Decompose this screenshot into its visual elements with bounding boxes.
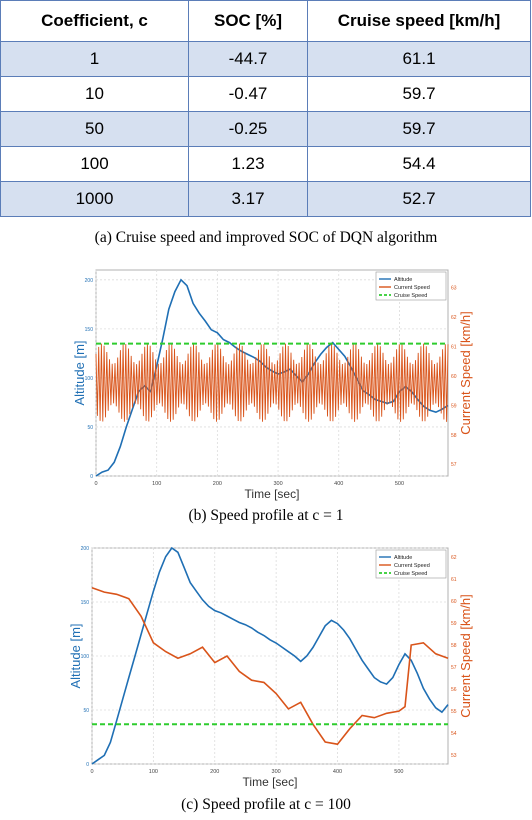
x-tick-label: 300 — [272, 769, 281, 775]
y-right-tick-label: 56 — [451, 687, 457, 693]
table-row: 10 -0.47 59.7 — [0, 76, 531, 112]
x-tick-label: 400 — [333, 769, 342, 775]
y-left-axis-label: Altitude [m] — [72, 340, 87, 405]
table-row: 1 -44.7 61.1 — [0, 41, 531, 77]
table-cell: 59.7 — [307, 111, 531, 147]
table-cell: 59.7 — [307, 76, 531, 112]
x-tick-label: 100 — [152, 481, 161, 487]
y-left-tick-label: 200 — [85, 278, 94, 284]
y-right-tick-label: 61 — [451, 577, 457, 583]
table-cell: 100 — [0, 146, 189, 182]
legend-box — [375, 271, 447, 301]
y-left-tick-label: 50 — [87, 425, 93, 431]
table-cell: 61.1 — [307, 41, 531, 77]
series-current-speed — [91, 586, 449, 746]
x-tick-label: 500 — [394, 769, 403, 775]
y-right-tick-label: 55 — [451, 709, 457, 715]
y-left-tick-label: 150 — [81, 600, 90, 606]
table-cell: 10 — [0, 76, 189, 112]
header-cruise-speed: Cruise speed [km/h] — [307, 0, 531, 42]
speed-profile-chart-c100: 0 100 200 300 400 500 0 50 100 150 200 53 54 55 56 57 58… — [68, 546, 473, 789]
y-left-axis-label: Altitude [m] — [68, 623, 83, 688]
caption-c: (c) Speed profile at c = 100 — [181, 796, 351, 813]
series-altitude — [91, 546, 449, 765]
y-right-tick-label: 59 — [451, 621, 457, 627]
y-right-tick-label: 60 — [451, 599, 457, 605]
table-row: 100 1.23 54.4 — [0, 146, 531, 182]
table-cell: -0.25 — [188, 111, 308, 147]
y-right-tick-label: 62 — [451, 555, 457, 561]
y-left-tick-label: 0 — [86, 762, 89, 768]
header-coefficient: Coefficient, c — [0, 0, 189, 42]
y-right-axis-label: Current Speed [km/h] — [458, 311, 473, 435]
x-axis-label: Time [sec] — [245, 487, 300, 501]
y-right-tick-label: 63 — [451, 286, 457, 292]
caption-a: (a) Cruise speed and improved SOC of DQN… — [94, 229, 438, 246]
legend-entry: Altitude — [394, 555, 412, 561]
table-cell: 50 — [0, 111, 189, 147]
chart-legend: Altitude Current Speed Cruise Speed — [375, 549, 447, 579]
x-tick-label: 100 — [149, 769, 158, 775]
x-tick-label: 500 — [395, 481, 404, 487]
y-left-tick-label: 100 — [85, 376, 94, 382]
y-right-tick-label: 57 — [451, 665, 457, 671]
results-table: Coefficient, c SOC [%] Cruise speed [km/… — [0, 0, 531, 217]
y-right-tick-label: 57 — [451, 462, 457, 468]
table-row: 50 -0.25 59.7 — [0, 111, 531, 147]
table-cell: 1.23 — [188, 146, 308, 182]
table-cell: 1000 — [0, 181, 189, 217]
legend-entry: Cruise Speed — [394, 571, 427, 577]
table-cell: 52.7 — [307, 181, 531, 217]
x-tick-label: 0 — [90, 769, 93, 775]
x-tick-label: 300 — [273, 481, 282, 487]
table-header-row: Coefficient, c SOC [%] Cruise speed [km/… — [0, 0, 531, 42]
y-left-tick-label: 0 — [90, 474, 93, 480]
x-tick-label: 400 — [334, 481, 343, 487]
x-tick-label: 0 — [94, 481, 97, 487]
series-current-speed — [95, 343, 449, 422]
x-axis-label: Time [sec] — [243, 775, 298, 789]
y-right-tick-label: 62 — [451, 315, 457, 321]
legend-box — [375, 549, 447, 579]
table-cell: 54.4 — [307, 146, 531, 182]
chart-legend: Altitude Current Speed Cruise Speed — [375, 271, 447, 301]
table-cell: 3.17 — [188, 181, 308, 217]
legend-entry: Cruise Speed — [394, 293, 427, 299]
y-right-tick-label: 60 — [451, 374, 457, 380]
x-tick-label: 200 — [210, 769, 219, 775]
caption-b: (b) Speed profile at c = 1 — [188, 507, 344, 524]
y-right-tick-label: 54 — [451, 731, 457, 737]
y-right-tick-label: 59 — [451, 403, 457, 409]
legend-entry: Current Speed — [394, 285, 430, 291]
y-right-tick-label: 61 — [451, 345, 457, 351]
speed-profile-chart-c1: 0 100 200 300 400 500 0 50 100 150 200 57 58 59 60 61 62… — [72, 269, 473, 501]
table-cell: -0.47 — [188, 76, 308, 112]
table-row: 1000 3.17 52.7 — [0, 181, 531, 217]
y-right-tick-label: 58 — [451, 643, 457, 649]
x-tick-label: 200 — [213, 481, 222, 487]
table-cell: 1 — [0, 41, 189, 77]
y-left-tick-label: 100 — [81, 654, 90, 660]
y-left-tick-label: 50 — [83, 708, 89, 714]
legend-entry: Current Speed — [394, 563, 430, 569]
legend-entry: Altitude — [394, 277, 412, 283]
y-left-tick-label: 200 — [81, 546, 90, 552]
table-cell: -44.7 — [188, 41, 308, 77]
y-right-tick-label: 53 — [451, 753, 457, 759]
y-left-tick-label: 150 — [85, 327, 94, 333]
y-right-tick-label: 58 — [451, 433, 457, 439]
header-soc: SOC [%] — [188, 0, 308, 42]
y-right-axis-label: Current Speed [km/h] — [458, 594, 473, 718]
